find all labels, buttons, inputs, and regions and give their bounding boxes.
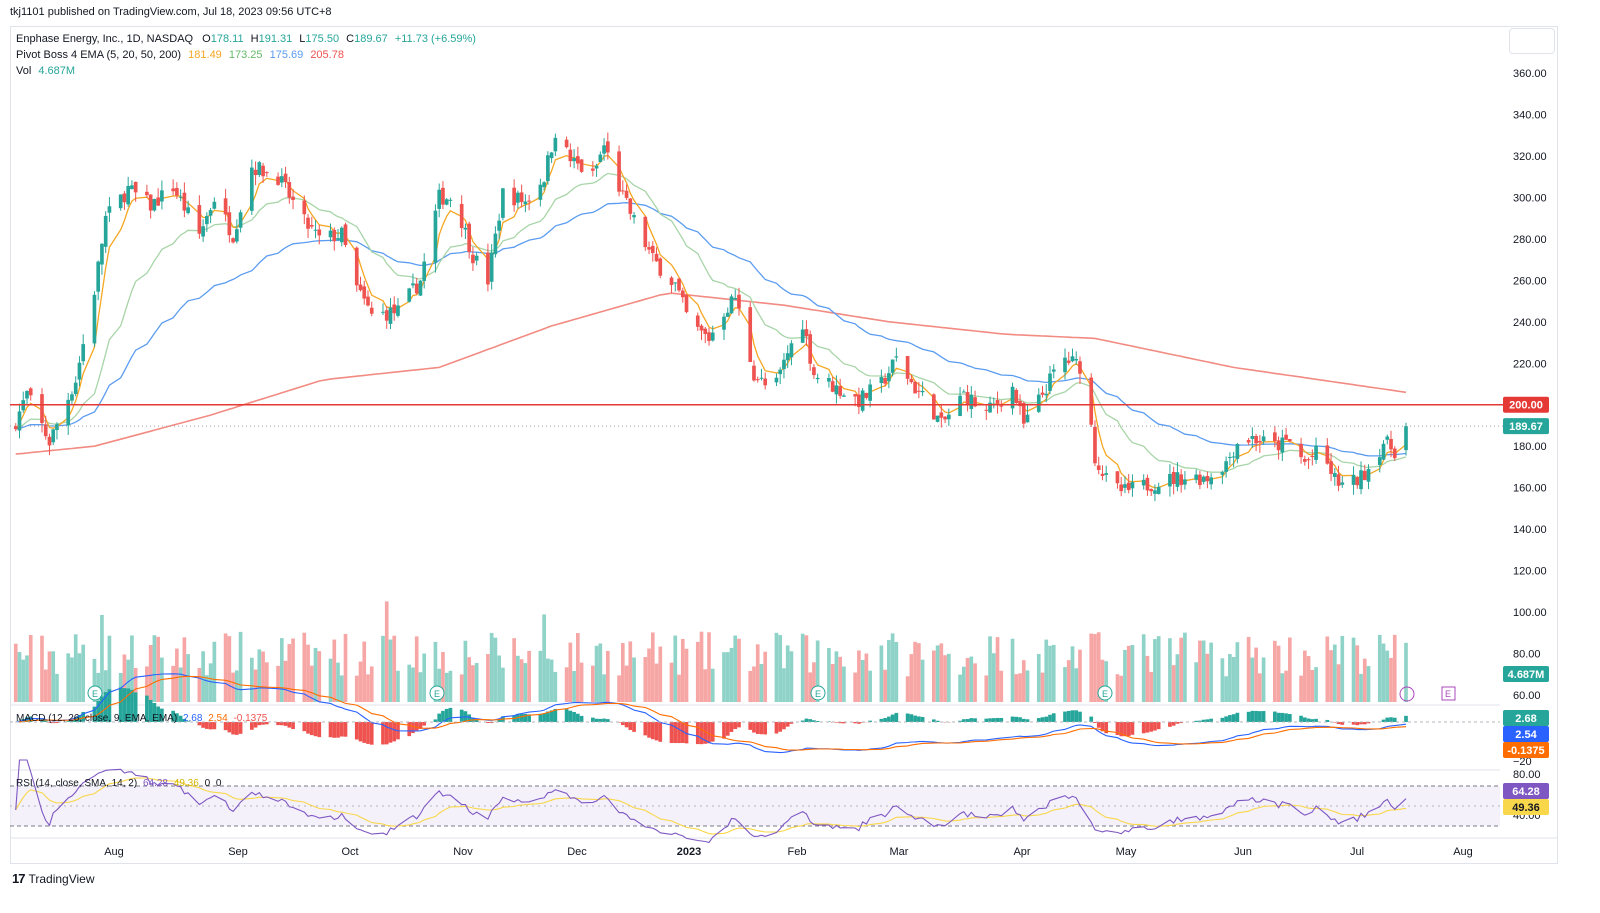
rsi-label: RSI (14, close, SMA, 14, 2)	[16, 778, 138, 789]
close-label: C	[346, 33, 355, 45]
publish-info: tkj1101 published on TradingView.com, Ju…	[10, 6, 332, 18]
high-value: 191.31	[258, 33, 293, 45]
macd-label: MACD (12, 26, close, 9, EMA, EMA)	[16, 713, 178, 724]
high-label: H	[250, 33, 259, 45]
vol-label: Vol	[16, 65, 32, 77]
rsi-legend[interactable]: RSI (14, close, SMA, 14, 2) 64.28 49.36 …	[16, 778, 221, 789]
ema20-value: 173.25	[228, 49, 263, 61]
macd-hist-value: -0.1375	[233, 713, 268, 724]
close-value: 189.67	[354, 33, 388, 45]
vol-value: 4.687M	[38, 65, 76, 77]
change-value: +11.73 (+6.59%)	[394, 33, 476, 45]
low-value: 175.50	[305, 33, 340, 45]
brand-name: TradingView	[28, 871, 95, 886]
macd-legend[interactable]: MACD (12, 26, close, 9, EMA, EMA) 2.68 2…	[16, 713, 267, 724]
volume-legend[interactable]: Vol 4.687M	[16, 65, 75, 77]
ema200-value: 205.78	[310, 49, 344, 61]
tradingview-brand[interactable]: 17 TradingView	[12, 871, 95, 886]
rsi-x1: 0	[204, 778, 211, 789]
ema-label: Pivot Boss 4 EMA (5, 20, 50, 200)	[16, 49, 182, 61]
symbol-name: Enphase Energy, Inc., 1D, NASDAQ	[16, 33, 194, 45]
rsi-sma-value: 49.36	[173, 778, 199, 789]
low-label: L	[299, 33, 306, 45]
ema5-value: 181.49	[188, 49, 222, 61]
ema-legend[interactable]: Pivot Boss 4 EMA (5, 20, 50, 200) 181.49…	[16, 49, 344, 61]
macd-signal-value: 2.54	[208, 713, 228, 724]
open-value: 178.11	[210, 33, 244, 45]
macd-value: 2.68	[182, 713, 203, 724]
rsi-value: 64.28	[142, 778, 168, 789]
chart-settings-box[interactable]	[1509, 28, 1555, 54]
open-label: O	[202, 33, 211, 45]
symbol-legend[interactable]: Enphase Energy, Inc., 1D, NASDAQ O178.11…	[16, 33, 476, 45]
ema50-value: 175.69	[269, 49, 304, 61]
rsi-x2: 0	[215, 778, 222, 789]
tradingview-logo-icon: 17	[12, 871, 26, 886]
chart-area[interactable]	[10, 26, 1558, 864]
